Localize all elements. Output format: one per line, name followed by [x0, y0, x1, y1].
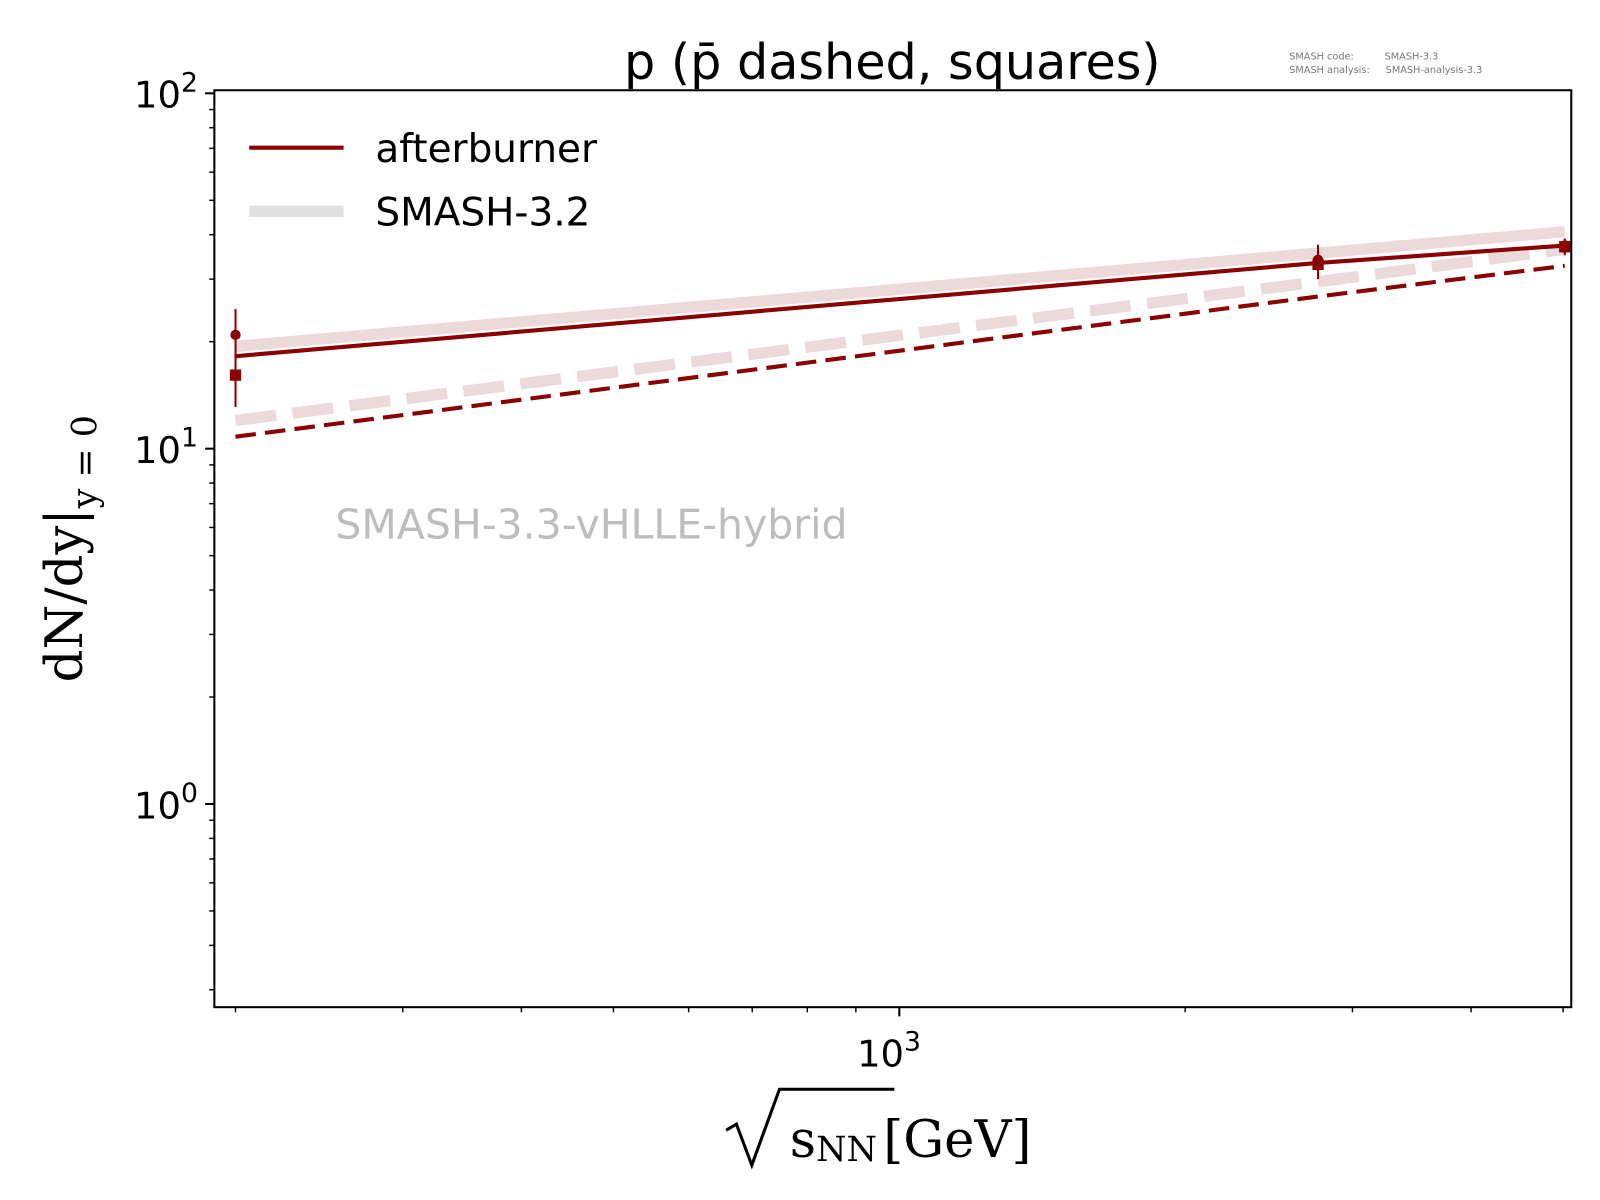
version-key-0: SMASH code:: [1289, 51, 1354, 62]
version-value-0: SMASH-3.3: [1385, 51, 1439, 62]
y-tick-label: 102: [134, 67, 198, 116]
plot-frame: [213, 89, 1573, 1009]
x-axis-label: sNN [GeV]: [725, 1087, 1032, 1170]
y-tick-base: 10: [134, 74, 181, 117]
y-label-main: dN/dy|: [35, 508, 95, 682]
x-tick-base: 10: [857, 1033, 904, 1076]
y-tick-base: 10: [134, 429, 181, 472]
x-tick-exp: 3: [904, 1026, 921, 1057]
y-tick-exp: 2: [181, 67, 198, 98]
x-tick-label: 103: [857, 1026, 921, 1075]
data-point-square: [1312, 258, 1324, 271]
data-point-square: [1559, 241, 1571, 253]
x-label-sub: NN: [816, 1130, 877, 1170]
plot-lines: [234, 226, 1566, 439]
y-tick-base: 10: [134, 784, 181, 827]
watermark: SMASH-3.3-vHLLE-hybrid: [335, 500, 847, 548]
svg-text:sNN[GeV]: sNN [GeV]: [790, 1110, 1032, 1170]
legend: afterburner SMASH-3.2: [249, 127, 598, 236]
legend-label-afterburner: afterburner: [375, 127, 598, 172]
data-point-square: [229, 369, 242, 381]
version-key-1: SMASH analysis:: [1289, 65, 1370, 76]
svg-text:dN/dy|y = 0: dN/dy|y = 0: [35, 415, 105, 682]
y-tick-label: 101: [134, 423, 198, 472]
y-axis-label: dN/dy|y = 0: [35, 415, 105, 682]
y-tick-exp: 0: [181, 778, 198, 809]
y-tick-exp: 1: [181, 423, 198, 454]
series-line-smash-3.2-pbar: [234, 243, 1566, 427]
y-tick-label: 100: [134, 778, 198, 827]
legend-label-smash32: SMASH-3.2: [375, 191, 590, 236]
version-value-1: SMASH-analysis-3.3: [1386, 65, 1483, 76]
data-point-circle: [230, 329, 241, 341]
series-line-afterburner-pbar: [235, 263, 1565, 439]
x-label-unit: [GeV]: [883, 1110, 1031, 1170]
sqrt-symbol-icon: [725, 1087, 895, 1170]
plot-points: [229, 238, 1571, 407]
chart-title: p (p̄ dashed, squares): [624, 33, 1161, 91]
y-label-sub: y = 0: [65, 415, 105, 509]
x-label-root: s: [790, 1110, 816, 1170]
version-info: SMASH code: SMASH-3.3 SMASH analysis: SM…: [1289, 51, 1482, 75]
